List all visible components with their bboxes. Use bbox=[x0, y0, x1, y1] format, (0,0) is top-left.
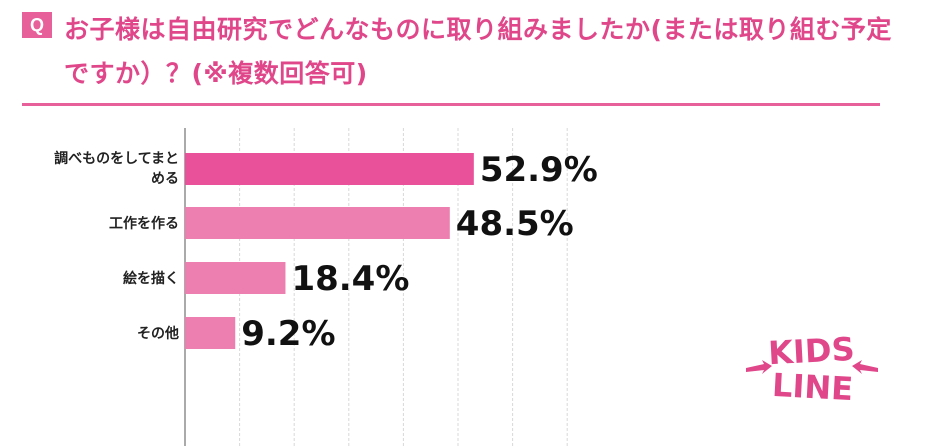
category-label: 調べものをしてまと bbox=[54, 150, 179, 167]
data-label: 18.4% bbox=[291, 259, 409, 299]
data-label: 9.2% bbox=[241, 314, 335, 354]
title-underline bbox=[22, 103, 880, 106]
bar bbox=[185, 207, 450, 239]
bar bbox=[185, 262, 286, 294]
logo-text-top: KIDS bbox=[767, 330, 855, 372]
kids-line-logo: KIDS LINE bbox=[746, 330, 878, 406]
logo-left-hand bbox=[746, 360, 772, 374]
logo-right-hand bbox=[852, 360, 878, 374]
logo-text-bottom: LINE bbox=[771, 366, 854, 406]
question-title: お子様は自由研究でどんなものに取り組みましたか(または取り組む予定ですか）？(※… bbox=[64, 15, 892, 88]
data-label: 52.9% bbox=[480, 150, 598, 190]
data-label: 48.5% bbox=[456, 204, 574, 244]
category-label: 絵を描く bbox=[123, 270, 179, 287]
category-label: その他 bbox=[137, 325, 179, 342]
bar bbox=[185, 317, 236, 349]
bar bbox=[185, 153, 474, 185]
category-label: 工作を作る bbox=[109, 215, 179, 232]
category-label: める bbox=[151, 171, 179, 187]
question-badge: Q bbox=[22, 12, 52, 38]
